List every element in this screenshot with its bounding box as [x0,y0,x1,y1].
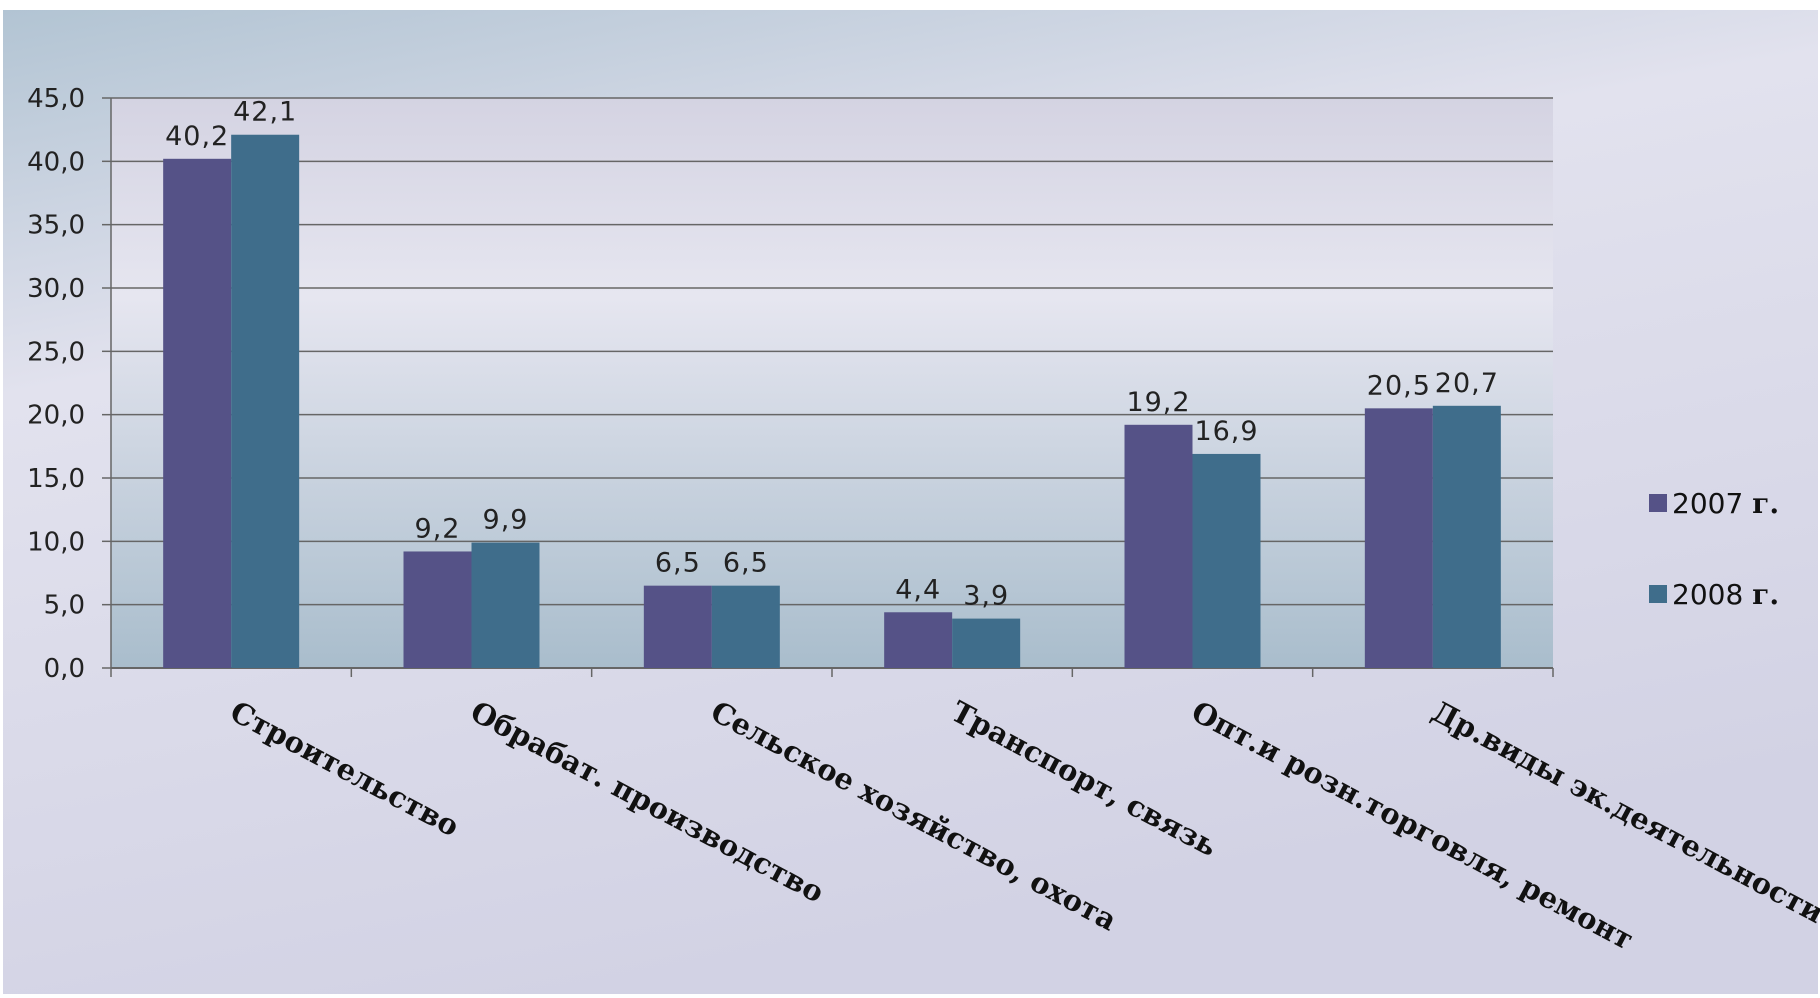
axes: 0,0 5,0 10,0 15,0 20,0 25,0 30,0 35,0 40,0 45,0 [27,84,1554,684]
gridlines [111,97,1553,606]
bar-2007-1 [403,551,472,668]
y-tick-label: 30,0 [27,274,85,304]
y-tick-label: 10,0 [27,527,85,557]
data-labels: 40,242,1 9,2 9,9 6,5 6,5 4,4 3,9 19,216,9 20,5 20… [165,97,1499,612]
legend: 2007 г. 2008 г. [1649,487,1779,611]
bar-2007-0 [163,158,232,669]
data-label: 20,5 [1367,370,1431,401]
data-label: 40,2 [165,121,229,152]
legend-swatch [1649,585,1667,603]
y-tick-label: 5,0 [44,591,85,621]
legend-label: 2007 г. [1672,487,1779,520]
bar-2008-0 [231,134,300,668]
bar-2007-3 [884,612,953,668]
bars [163,134,1501,669]
bar-2008-4 [1192,453,1261,668]
bar-2008-1 [471,542,540,668]
data-label: 42,1 [233,97,297,128]
y-tick-label: 45,0 [27,84,85,114]
bar-2008-3 [952,618,1021,668]
y-tick-label: 35,0 [27,211,85,241]
y-tick-label: 0,0 [44,654,85,684]
data-label: 19,2 [1126,387,1190,418]
data-label: 3,9 [963,581,1009,612]
data-label: 9,2 [415,513,461,544]
data-label: 16,9 [1194,416,1258,447]
data-label: 6,5 [723,548,769,579]
data-label: 6,5 [655,548,701,579]
bar-2007-2 [643,585,712,668]
y-tick-label: 15,0 [27,464,85,494]
bar-2008-2 [711,585,780,668]
bar-2008-5 [1432,405,1501,668]
legend-label: 2008 г. [1672,578,1779,611]
plot-area [111,98,1553,668]
data-label: 4,4 [895,574,941,605]
legend-swatch [1649,494,1667,512]
y-tick-label: 25,0 [27,337,85,367]
y-tick-label: 20,0 [27,401,85,431]
data-label: 20,7 [1435,368,1499,399]
bar-2007-5 [1364,408,1433,668]
y-tick-label: 40,0 [27,147,85,177]
data-label: 9,9 [483,505,529,536]
bar-2007-4 [1124,424,1193,668]
